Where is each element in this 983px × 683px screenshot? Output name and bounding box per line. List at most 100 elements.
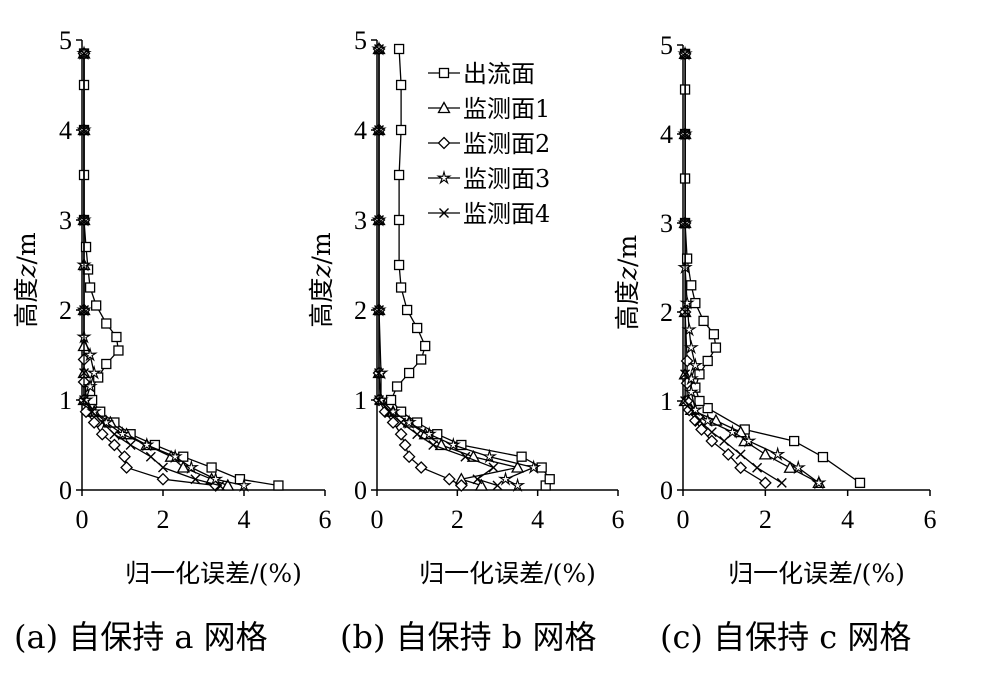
- data-point: [98, 414, 114, 430]
- data-point: [854, 477, 866, 489]
- data-point: [474, 478, 489, 491]
- data-point: [394, 427, 408, 441]
- data-point: [789, 435, 800, 447]
- data-point: [79, 368, 90, 378]
- data-point: [681, 253, 693, 264]
- data-point: [114, 426, 131, 441]
- data-point: [686, 404, 697, 415]
- data-point: [82, 346, 98, 362]
- data-point: [680, 396, 691, 406]
- data-point: [401, 414, 417, 430]
- data-point: [214, 480, 225, 491]
- data-point: [385, 394, 397, 406]
- y-tick-label: 5: [354, 26, 367, 55]
- data-point: [120, 461, 133, 474]
- data-point: [724, 424, 741, 439]
- y-tick-label: 2: [660, 298, 673, 327]
- data-point: [125, 440, 136, 450]
- data-point: [735, 449, 746, 460]
- x-tick-label: 0: [677, 505, 690, 534]
- data-point: [221, 478, 235, 491]
- y-axis-label: 高度z/m: [12, 232, 41, 328]
- data-point: [492, 480, 503, 491]
- panel-c-chart: 0 2 4 6 0 1 2 3 4 5 归一化误差/(%) 高度z/m: [613, 31, 937, 588]
- caption-c: (c) 自保持 c 网格: [660, 618, 912, 656]
- data-point: [401, 304, 413, 316]
- data-point: [454, 479, 468, 492]
- data-point: [79, 215, 90, 225]
- data-point: [680, 129, 691, 139]
- data-point: [683, 339, 699, 355]
- data-point: [190, 474, 201, 485]
- data-point: [428, 440, 439, 450]
- data-point: [101, 358, 112, 370]
- panel-a-chart: 0 2 4 6 0 1 2 3 4 5 归一化误差/(%) 高度z/m: [12, 26, 332, 588]
- data-point: [80, 241, 92, 253]
- data-point: [374, 395, 385, 405]
- data-point: [87, 416, 101, 429]
- data-point: [386, 416, 400, 429]
- data-point: [758, 447, 772, 460]
- data-point: [79, 125, 90, 135]
- data-point: [734, 461, 748, 475]
- data-point: [118, 450, 131, 464]
- data-point: [97, 417, 108, 428]
- y-tick-label: 4: [59, 116, 72, 145]
- data-point: [79, 305, 90, 315]
- data-point: [686, 280, 697, 291]
- series-square: [385, 43, 555, 491]
- legend-marker: [437, 101, 451, 114]
- data-point: [91, 300, 102, 311]
- data-point: [82, 378, 98, 394]
- data-point: [416, 354, 427, 365]
- y-tick-label: 2: [354, 296, 367, 325]
- data-point: [79, 48, 90, 59]
- x-tick-label: 6: [924, 505, 937, 534]
- data-point: [741, 432, 757, 448]
- data-point: [402, 450, 416, 464]
- y-tick-label: 5: [59, 26, 72, 55]
- data-point: [721, 447, 735, 461]
- data-point: [421, 426, 437, 441]
- data-point: [167, 448, 183, 464]
- data-point: [385, 403, 401, 419]
- data-point: [139, 436, 155, 452]
- data-point: [758, 476, 772, 490]
- legend-marker: [437, 136, 451, 150]
- data-point: [680, 307, 691, 317]
- data-point: [525, 459, 542, 475]
- series-diamond: [678, 47, 772, 490]
- data-point: [687, 357, 704, 372]
- data-point: [776, 477, 787, 488]
- data-point: [706, 427, 717, 438]
- y-tick-label: 0: [354, 476, 367, 505]
- data-point: [510, 460, 525, 473]
- data-point: [412, 322, 423, 334]
- legend-label: 监测面4: [463, 200, 550, 228]
- data-point: [395, 79, 407, 91]
- y-axis-label: 高度z/m: [613, 235, 642, 331]
- data-point: [412, 429, 423, 440]
- data-point: [752, 462, 763, 473]
- x-tick-label: 6: [612, 505, 625, 534]
- data-point: [544, 474, 555, 485]
- data-point: [374, 368, 385, 378]
- data-point: [710, 342, 722, 353]
- x-tick-label: 4: [841, 505, 854, 534]
- legend-marker: [439, 208, 449, 218]
- data-point: [384, 406, 395, 417]
- series-x: [680, 48, 787, 488]
- data-point: [488, 462, 499, 473]
- data-point: [698, 315, 709, 327]
- y-tick-label: 3: [354, 206, 367, 235]
- data-point: [694, 395, 705, 407]
- data-point: [516, 451, 527, 462]
- x-tick-label: 2: [759, 505, 772, 534]
- data-point: [86, 364, 102, 380]
- data-point: [111, 331, 122, 343]
- data-point: [783, 460, 797, 473]
- x-tick-label: 4: [238, 505, 251, 534]
- data-point: [690, 297, 701, 309]
